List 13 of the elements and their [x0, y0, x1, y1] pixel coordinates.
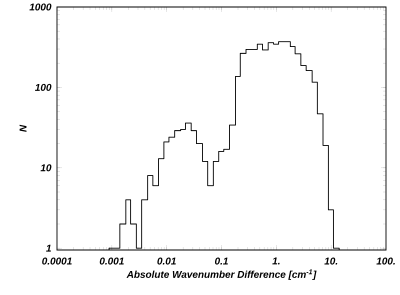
x-tick-label: 0.1 [214, 258, 228, 265]
x-tick-label: 0.0001 [42, 258, 72, 265]
x-tick-label: 0.01 [157, 258, 176, 265]
x-axis-title: Absolute Wavenumber Difference [cm$^{-1}$] [126, 269, 317, 280]
x-tick-label: 0.001 [100, 258, 124, 265]
y-tick-label: 1000 [29, 3, 52, 11]
y-tick-label: 1 [46, 244, 51, 252]
x-tick-label: 100. [376, 258, 395, 265]
x-tick-label: 1. [272, 258, 280, 264]
y-tick-label: 10 [40, 164, 52, 172]
y-tick-label: 100 [35, 84, 52, 91]
x-tick-label: 10. [324, 258, 338, 265]
y-axis-title: N [20, 124, 26, 132]
